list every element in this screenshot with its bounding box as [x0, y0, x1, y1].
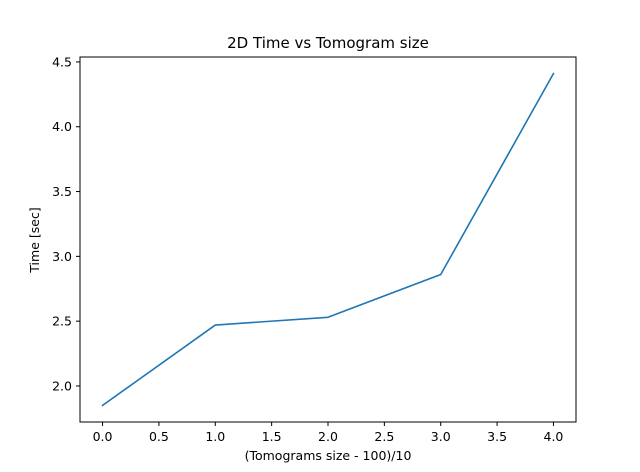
y-tick-label: 3.0	[52, 249, 72, 264]
x-tick-label: 1.0	[205, 429, 225, 444]
y-tick-label: 2.5	[52, 314, 72, 329]
y-axis-label: Time [sec]	[27, 207, 42, 273]
y-tick-label: 4.0	[52, 119, 72, 134]
x-tick-label: 2.0	[318, 429, 338, 444]
series-line-0	[101, 72, 555, 407]
x-tick-label: 3.5	[487, 429, 507, 444]
x-tick-label: 1.5	[262, 429, 282, 444]
y-tick-label: 3.5	[52, 184, 72, 199]
plot-area: 0.0 0.5 1.0 1.5 2.0 2.5 3.0 3.5 4.0 2.0 2.5 3.0 3.5 4…	[52, 54, 577, 444]
y-tick-label: 2.0	[52, 378, 72, 393]
x-tick-label: 4.0	[544, 429, 564, 444]
x-tick-label: 2.5	[374, 429, 394, 444]
x-tick-label: 0.0	[93, 429, 113, 444]
x-tick-label: 0.5	[149, 429, 169, 444]
x-tick-label: 3.0	[431, 429, 451, 444]
y-tick-label: 4.5	[52, 54, 72, 69]
chart-title: 2D Time vs Tomogram size	[227, 34, 429, 52]
x-axis-label: (Tomograms size - 100)/10	[245, 448, 412, 463]
